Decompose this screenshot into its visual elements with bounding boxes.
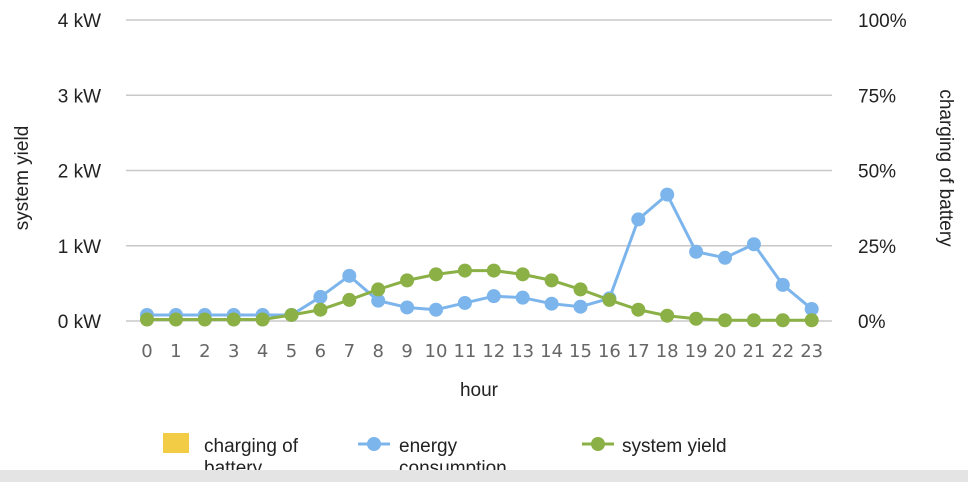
right-tick-label: 0% bbox=[858, 312, 886, 333]
point-energy-consumption[interactable] bbox=[660, 187, 675, 202]
x-tick-label: 15 bbox=[569, 341, 592, 362]
x-tick-label: 19 bbox=[685, 341, 708, 362]
series-line-system-yield bbox=[147, 269, 812, 322]
x-tick-label: 18 bbox=[656, 341, 679, 362]
point-energy-consumption[interactable] bbox=[371, 293, 386, 308]
point-system-yield[interactable] bbox=[631, 302, 646, 317]
x-tick-label: 9 bbox=[401, 341, 412, 362]
point-system-yield[interactable] bbox=[746, 313, 761, 328]
point-system-yield[interactable] bbox=[429, 267, 443, 282]
point-system-yield[interactable] bbox=[775, 313, 790, 328]
right-tick-label: 100% bbox=[858, 11, 907, 32]
point-system-yield[interactable] bbox=[573, 282, 588, 297]
point-system-yield[interactable] bbox=[313, 302, 328, 317]
x-tick-label: 8 bbox=[372, 341, 383, 362]
point-energy-consumption[interactable] bbox=[342, 268, 357, 283]
right-tick-label: 25% bbox=[858, 237, 896, 258]
point-energy-consumption[interactable] bbox=[573, 299, 588, 314]
legend-label-charging-of-battery-line1: charging of bbox=[204, 436, 299, 457]
series-layer bbox=[140, 187, 819, 328]
legend-dot-energy-consumption bbox=[367, 437, 381, 451]
left-axis-title: system yield bbox=[12, 126, 33, 231]
point-energy-consumption[interactable] bbox=[429, 302, 443, 317]
left-tick-label: 1 kW bbox=[58, 237, 101, 258]
point-system-yield[interactable] bbox=[197, 312, 212, 327]
point-energy-consumption[interactable] bbox=[486, 289, 501, 304]
x-axis-ticks: 0 1 2 3 4 5 6 7 8 9 10 11 12 13 14 15 16 17 18 19 20 21 22 23 bbox=[141, 341, 823, 362]
point-system-yield[interactable] bbox=[718, 313, 732, 328]
point-system-yield[interactable] bbox=[226, 312, 241, 327]
point-system-yield[interactable] bbox=[660, 308, 675, 323]
legend-marker-charging-of-battery bbox=[163, 433, 189, 453]
point-system-yield[interactable] bbox=[804, 313, 819, 328]
left-tick-label: 0 kW bbox=[58, 312, 101, 333]
point-energy-consumption[interactable] bbox=[746, 237, 761, 252]
point-system-yield[interactable] bbox=[342, 292, 357, 307]
right-tick-label: 50% bbox=[858, 162, 896, 183]
point-energy-consumption[interactable] bbox=[457, 295, 472, 310]
x-tick-label: 1 bbox=[170, 341, 181, 362]
point-system-yield[interactable] bbox=[255, 312, 270, 327]
x-tick-label: 23 bbox=[800, 341, 823, 362]
right-tick-label: 75% bbox=[858, 86, 896, 107]
point-system-yield[interactable] bbox=[515, 267, 530, 282]
point-energy-consumption[interactable] bbox=[804, 301, 819, 316]
point-system-yield[interactable] bbox=[140, 312, 154, 327]
legend-label-energy-consumption-line1: energy bbox=[399, 436, 458, 457]
point-energy-consumption[interactable] bbox=[515, 290, 530, 305]
point-energy-consumption[interactable] bbox=[544, 296, 559, 311]
right-axis-title: charging of battery bbox=[935, 89, 956, 247]
point-system-yield[interactable] bbox=[284, 307, 299, 322]
x-tick-label: 10 bbox=[425, 341, 448, 362]
legend-dot-system-yield bbox=[591, 437, 605, 451]
point-system-yield[interactable] bbox=[689, 311, 704, 326]
x-tick-label: 17 bbox=[627, 341, 650, 362]
left-tick-label: 2 kW bbox=[58, 162, 101, 183]
x-tick-label: 20 bbox=[714, 341, 737, 362]
point-energy-consumption[interactable] bbox=[775, 277, 790, 292]
point-energy-consumption[interactable] bbox=[718, 250, 732, 265]
series-line-energy-consumption bbox=[147, 193, 813, 317]
left-tick-label: 3 kW bbox=[58, 86, 101, 107]
x-tick-label: 3 bbox=[228, 341, 239, 362]
point-system-yield[interactable] bbox=[168, 312, 183, 327]
bottom-bar bbox=[0, 470, 968, 482]
x-tick-label: 5 bbox=[286, 341, 297, 362]
left-axis-ticks: 0 kW 1 kW 2 kW 3 kW 4 kW bbox=[58, 11, 101, 333]
point-system-yield[interactable] bbox=[486, 263, 501, 278]
x-tick-label: 12 bbox=[482, 341, 505, 362]
x-tick-label: 16 bbox=[598, 341, 621, 362]
x-tick-label: 7 bbox=[344, 341, 355, 362]
x-tick-label: 0 bbox=[141, 341, 152, 362]
point-energy-consumption[interactable] bbox=[313, 289, 328, 304]
x-tick-label: 2 bbox=[199, 341, 210, 362]
point-system-yield[interactable] bbox=[602, 292, 617, 307]
x-tick-label: 4 bbox=[257, 341, 268, 362]
point-energy-consumption[interactable] bbox=[689, 244, 704, 259]
point-energy-consumption[interactable] bbox=[400, 300, 415, 315]
gridlines bbox=[126, 19, 832, 322]
x-tick-label: 22 bbox=[771, 341, 794, 362]
left-tick-label: 4 kW bbox=[58, 11, 101, 32]
legend-label-system-yield: system yield bbox=[622, 436, 727, 457]
x-axis-title: hour bbox=[460, 380, 499, 401]
x-tick-label: 21 bbox=[742, 341, 765, 362]
x-tick-label: 6 bbox=[315, 341, 326, 362]
point-system-yield[interactable] bbox=[400, 273, 415, 288]
x-tick-label: 14 bbox=[540, 341, 563, 362]
x-tick-label: 13 bbox=[511, 341, 534, 362]
point-energy-consumption[interactable] bbox=[631, 212, 646, 227]
point-system-yield[interactable] bbox=[371, 282, 386, 297]
x-tick-label: 11 bbox=[453, 341, 476, 362]
legend-item-system-yield[interactable]: system yield bbox=[582, 436, 727, 457]
point-system-yield[interactable] bbox=[544, 273, 559, 288]
point-system-yield[interactable] bbox=[457, 263, 472, 278]
right-axis-ticks: 0% 25% 50% 75% 100% bbox=[858, 11, 907, 333]
